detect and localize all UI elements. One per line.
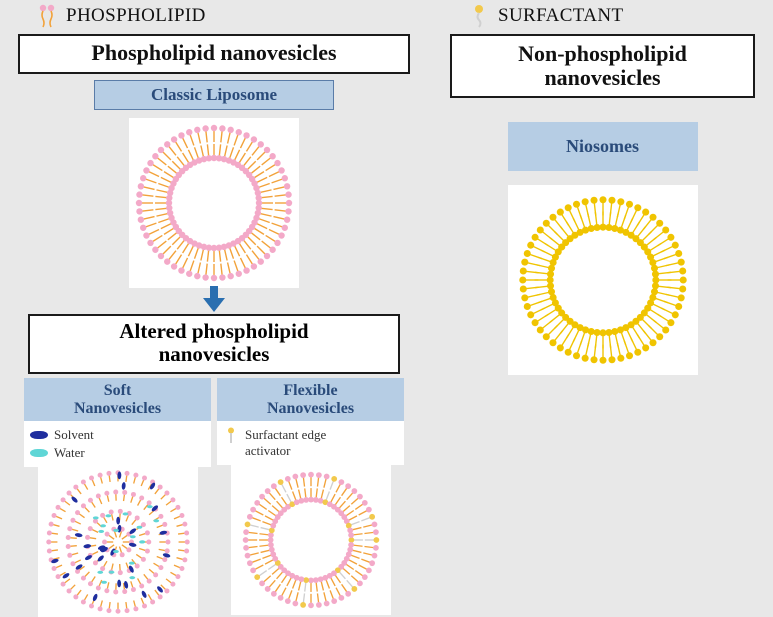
flexible-panel: Flexible Nanovesicles Surfactant edge ac…	[217, 378, 404, 617]
non-phospholipid-box: Non-phospholipid nanovesicles	[450, 34, 755, 98]
surfactant-icon	[468, 4, 490, 28]
right-column: SURFACTANT Non-phospholipid nanovesicles…	[440, 2, 765, 610]
solvent-swatch-icon	[30, 431, 48, 439]
flexible-title: Flexible Nanovesicles	[217, 378, 404, 421]
soft-legend: Solvent Water	[24, 421, 211, 467]
right-header: SURFACTANT	[440, 2, 765, 34]
soft-vesicle-diagram	[38, 467, 198, 617]
altered-line1: Altered phospholipid	[119, 319, 308, 343]
altered-nanovesicles-box: Altered phospholipid nanovesicles	[28, 314, 400, 374]
phospholipid-icon	[36, 4, 58, 28]
classic-liposome-label: Classic Liposome	[94, 80, 334, 110]
niosomes-label: Niosomes	[508, 122, 698, 171]
legend-sea: Surfactant edge activator	[223, 427, 398, 459]
soft-panel: Soft Nanovesicles Solvent Water	[24, 378, 211, 617]
soft-title: Soft Nanovesicles	[24, 378, 211, 421]
arrow-down-icon	[203, 298, 225, 312]
left-header: PHOSPHOLIPID	[8, 2, 420, 34]
water-swatch-icon	[30, 449, 48, 457]
niosome-diagram	[508, 185, 698, 375]
legend-water: Water	[30, 445, 205, 461]
altered-line2: nanovesicles	[159, 342, 270, 366]
flexible-legend: Surfactant edge activator	[217, 421, 404, 465]
classic-liposome-diagram	[129, 118, 299, 288]
altered-pair: Soft Nanovesicles Solvent Water Flexible	[24, 378, 404, 617]
phospholipid-nanovesicles-box: Phospholipid nanovesicles	[18, 34, 410, 74]
legend-solvent: Solvent	[30, 427, 205, 443]
left-header-title: PHOSPHOLIPID	[66, 5, 206, 27]
right-header-title: SURFACTANT	[498, 5, 623, 27]
flexible-vesicle-diagram	[231, 465, 391, 615]
left-column: PHOSPHOLIPID Phospholipid nanovesicles C…	[8, 2, 420, 610]
sea-icon	[223, 427, 239, 445]
